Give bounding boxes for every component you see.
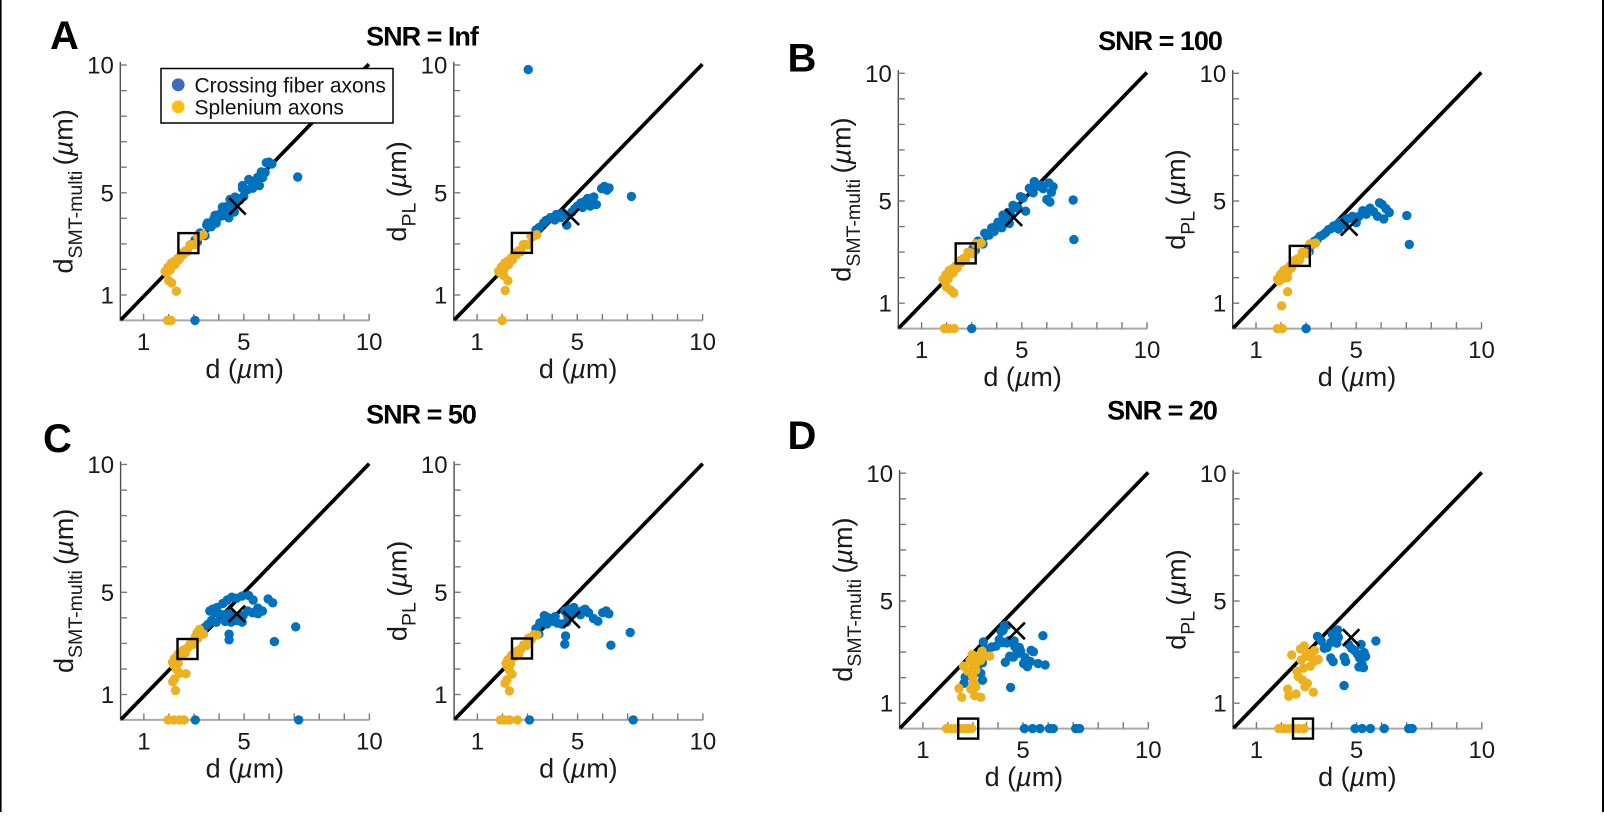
svg-text:10: 10	[1135, 737, 1162, 764]
svg-text:SNR = Inf: SNR = Inf	[366, 22, 480, 52]
svg-text:C: C	[43, 417, 72, 461]
svg-text:10: 10	[689, 329, 716, 356]
svg-text:1: 1	[878, 291, 891, 318]
svg-text:d (µm): d (µm)	[983, 362, 1062, 392]
svg-text:1: 1	[137, 728, 150, 755]
svg-text:5: 5	[571, 329, 584, 356]
svg-text:d (µm): d (µm)	[539, 753, 618, 783]
svg-text:5: 5	[1015, 337, 1028, 364]
svg-text:1: 1	[916, 737, 929, 764]
svg-text:1: 1	[1249, 337, 1262, 364]
svg-text:1: 1	[100, 283, 113, 310]
svg-text:10: 10	[690, 728, 717, 755]
svg-text:SNR = 50: SNR = 50	[366, 400, 476, 430]
svg-text:Crossing fiber axons: Crossing fiber axons	[195, 75, 386, 98]
svg-text:d (µm): d (µm)	[1318, 762, 1397, 792]
svg-text:1: 1	[434, 682, 447, 709]
svg-text:SNR = 100: SNR = 100	[1098, 26, 1222, 56]
svg-text:B: B	[788, 37, 817, 81]
svg-text:Splenium axons: Splenium axons	[195, 97, 344, 120]
svg-text:5: 5	[100, 180, 113, 207]
svg-text:1: 1	[1213, 291, 1226, 318]
svg-text:10: 10	[865, 61, 892, 88]
svg-text:d (µm): d (µm)	[206, 753, 285, 783]
svg-text:10: 10	[1200, 461, 1227, 488]
svg-text:5: 5	[1213, 189, 1226, 216]
svg-text:1: 1	[471, 728, 484, 755]
svg-text:1: 1	[880, 691, 893, 718]
svg-text:10: 10	[1468, 337, 1495, 364]
svg-text:5: 5	[1350, 737, 1363, 764]
svg-text:5: 5	[434, 580, 447, 607]
svg-text:10: 10	[866, 461, 893, 488]
svg-text:10: 10	[356, 728, 383, 755]
svg-text:1: 1	[434, 283, 447, 310]
svg-text:10: 10	[356, 329, 383, 356]
svg-text:5: 5	[571, 728, 584, 755]
svg-text:5: 5	[434, 180, 447, 207]
svg-text:1: 1	[1213, 691, 1226, 718]
svg-text:10: 10	[1134, 337, 1161, 364]
svg-text:5: 5	[101, 580, 114, 607]
svg-text:10: 10	[1199, 61, 1226, 88]
svg-text:10: 10	[87, 452, 114, 479]
svg-text:d (µm): d (µm)	[1318, 362, 1397, 392]
svg-text:10: 10	[87, 53, 114, 80]
svg-text:1: 1	[101, 682, 114, 709]
svg-text:10: 10	[421, 53, 448, 80]
svg-text:d (µm): d (µm)	[985, 762, 1064, 792]
svg-text:5: 5	[1213, 589, 1226, 616]
svg-text:5: 5	[237, 329, 250, 356]
svg-text:D: D	[788, 414, 817, 458]
svg-text:1: 1	[915, 337, 928, 364]
svg-text:1: 1	[137, 329, 150, 356]
svg-text:d (µm): d (µm)	[205, 354, 284, 384]
svg-text:SNR = 20: SNR = 20	[1107, 396, 1217, 426]
svg-text:5: 5	[1350, 337, 1363, 364]
svg-text:10: 10	[421, 452, 448, 479]
svg-text:5: 5	[878, 189, 891, 216]
svg-text:5: 5	[237, 728, 250, 755]
svg-text:d (µm): d (µm)	[539, 354, 618, 384]
svg-text:1: 1	[1250, 737, 1263, 764]
svg-text:5: 5	[1016, 737, 1029, 764]
svg-text:1: 1	[470, 329, 483, 356]
svg-text:5: 5	[880, 589, 893, 616]
svg-text:A: A	[50, 14, 79, 58]
svg-text:10: 10	[1468, 737, 1495, 764]
